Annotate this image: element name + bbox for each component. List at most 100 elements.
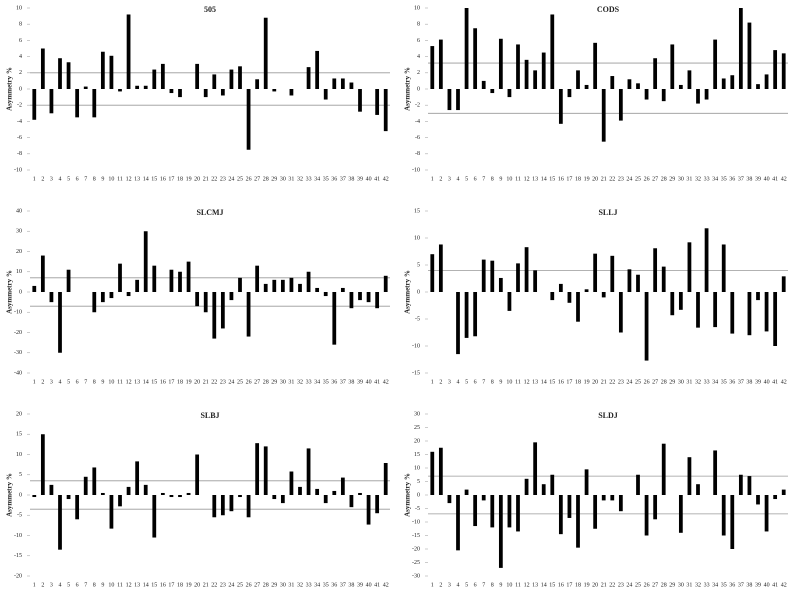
bar (375, 495, 380, 514)
x-tick-label: 24 (228, 379, 234, 385)
x-tick-label: 36 (331, 176, 337, 182)
y-tick-label: 5 (19, 472, 22, 478)
x-tick-label: 21 (601, 582, 607, 588)
y-tick-label: 6 (417, 38, 420, 44)
chart-title: SLLJ (598, 208, 617, 217)
bar (584, 469, 589, 495)
bar (92, 467, 97, 495)
bar (49, 89, 54, 114)
y-tick-label: 30 (414, 411, 420, 417)
x-tick-label: 40 (764, 379, 770, 385)
bar (375, 89, 380, 115)
x-tick-label: 4 (457, 176, 460, 182)
x-tick-label: 29 (669, 582, 675, 588)
bar (773, 292, 778, 346)
bar (713, 39, 718, 89)
bar (49, 292, 54, 303)
x-tick-label: 35 (323, 379, 329, 385)
y-tick-label: 30 (16, 229, 22, 235)
bar (781, 276, 786, 292)
bar (721, 244, 726, 292)
bar (661, 89, 666, 102)
y-tick-label: 10 (414, 235, 420, 241)
bar (58, 495, 62, 550)
bar (730, 292, 735, 334)
x-tick-label: 36 (729, 176, 735, 182)
bar (109, 292, 114, 299)
bar (550, 474, 555, 495)
x-tick-label: 33 (306, 379, 312, 385)
x-tick-label: 31 (686, 379, 692, 385)
bar (315, 287, 320, 292)
x-tick-label: 10 (506, 176, 512, 182)
bar (32, 495, 37, 498)
bar (661, 443, 666, 495)
bar (498, 495, 503, 568)
x-tick-label: 10 (108, 176, 114, 182)
bar (306, 67, 311, 89)
bar (143, 484, 148, 495)
bar (524, 247, 529, 292)
y-tick-label: 0 (417, 492, 420, 498)
chart-title: CODS (597, 5, 620, 14)
x-tick-label: 23 (618, 379, 624, 385)
bar (306, 448, 311, 495)
x-tick-label: 35 (721, 582, 727, 588)
x-tick-label: 2 (439, 379, 442, 385)
x-tick-label: 35 (721, 176, 727, 182)
x-tick-label: 41 (374, 176, 380, 182)
y-tick-label: 15 (414, 452, 420, 458)
x-tick-label: 19 (186, 379, 192, 385)
bar (203, 89, 208, 98)
x-tick-label: 29 (271, 379, 277, 385)
x-tick-label: 5 (465, 176, 468, 182)
x-tick-label: 37 (738, 582, 744, 588)
x-tick-label: 40 (366, 582, 372, 588)
bar (490, 260, 495, 292)
x-tick-label: 37 (340, 582, 346, 588)
x-tick-label: 15 (549, 582, 555, 588)
y-tick-label: 10 (16, 5, 22, 11)
y-tick-label: -10 (412, 167, 420, 173)
bar (721, 78, 726, 89)
bar (366, 292, 371, 303)
bar (593, 42, 598, 89)
x-tick-label: 28 (263, 582, 269, 588)
bar (644, 495, 649, 536)
x-tick-label: 15 (151, 379, 157, 385)
x-tick-label: 14 (541, 176, 547, 182)
bar (152, 69, 157, 89)
y-tick-label: -25 (412, 560, 420, 566)
y-tick-label: 10 (16, 452, 22, 458)
x-tick-label: 24 (626, 379, 632, 385)
x-tick-label: 10 (506, 582, 512, 588)
x-tick-label: 25 (237, 379, 243, 385)
y-tick-label: 2 (19, 70, 22, 76)
x-tick-label: 4 (59, 176, 62, 182)
bar (315, 50, 320, 89)
bar (670, 292, 675, 316)
bar (298, 486, 302, 495)
y-tick-label: 8 (19, 22, 22, 28)
bar (263, 17, 268, 89)
x-tick-label: 41 (772, 379, 778, 385)
x-tick-label: 14 (541, 379, 547, 385)
x-tick-label: 34 (712, 176, 718, 182)
x-tick-label: 3 (448, 582, 451, 588)
x-tick-label: 42 (383, 379, 389, 385)
x-tick-label: 13 (532, 379, 538, 385)
bar (456, 89, 460, 111)
bar (498, 277, 503, 292)
x-tick-label: 39 (755, 582, 761, 588)
chart-title: SLDJ (598, 411, 618, 420)
x-tick-label: 28 (263, 176, 269, 182)
bar (100, 492, 105, 495)
bar (533, 270, 538, 292)
x-tick-label: 7 (482, 379, 485, 385)
x-tick-label: 34 (712, 379, 718, 385)
bar (178, 89, 182, 98)
y-axis-label: Asymmetry % (6, 270, 14, 314)
x-tick-label: 19 (584, 582, 590, 588)
x-tick-label: 30 (280, 582, 286, 588)
x-tick-label: 1 (431, 582, 434, 588)
